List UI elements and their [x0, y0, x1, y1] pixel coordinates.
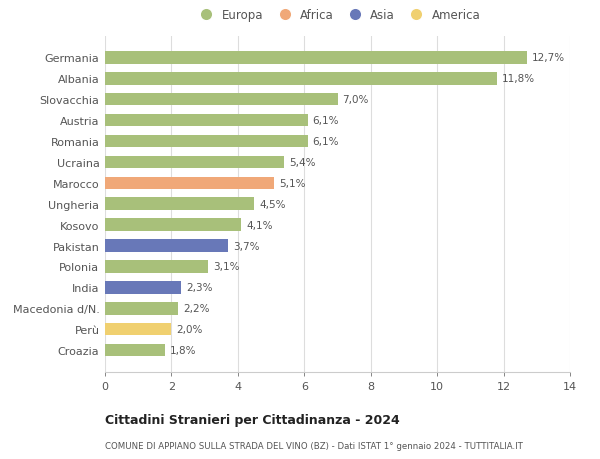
Text: 5,4%: 5,4%	[289, 157, 316, 168]
Text: 1,8%: 1,8%	[170, 345, 196, 355]
Bar	[105, 302, 178, 315]
Bar	[105, 198, 254, 211]
Text: COMUNE DI APPIANO SULLA STRADA DEL VINO (BZ) - Dati ISTAT 1° gennaio 2024 - TUTT: COMUNE DI APPIANO SULLA STRADA DEL VINO …	[105, 441, 523, 450]
Text: 2,2%: 2,2%	[183, 303, 209, 313]
Bar	[105, 115, 308, 127]
Text: 12,7%: 12,7%	[532, 53, 565, 63]
Text: 3,1%: 3,1%	[213, 262, 239, 272]
Text: Cittadini Stranieri per Cittadinanza - 2024: Cittadini Stranieri per Cittadinanza - 2…	[105, 413, 400, 426]
Bar	[105, 219, 241, 231]
Legend: Europa, Africa, Asia, America: Europa, Africa, Asia, America	[194, 9, 481, 22]
Text: 7,0%: 7,0%	[343, 95, 369, 105]
Bar	[105, 261, 208, 273]
Text: 6,1%: 6,1%	[313, 137, 339, 147]
Bar	[105, 135, 308, 148]
Text: 4,5%: 4,5%	[259, 199, 286, 209]
Bar	[105, 281, 181, 294]
Bar	[105, 323, 172, 336]
Bar	[105, 344, 165, 357]
Text: 4,1%: 4,1%	[246, 220, 272, 230]
Text: 5,1%: 5,1%	[280, 179, 306, 188]
Text: 6,1%: 6,1%	[313, 116, 339, 126]
Text: 3,7%: 3,7%	[233, 241, 259, 251]
Text: 11,8%: 11,8%	[502, 74, 535, 84]
Bar	[105, 52, 527, 64]
Bar	[105, 240, 228, 252]
Text: 2,0%: 2,0%	[176, 325, 203, 335]
Bar	[105, 73, 497, 85]
Bar	[105, 94, 337, 106]
Bar	[105, 156, 284, 169]
Bar	[105, 177, 274, 190]
Text: 2,3%: 2,3%	[187, 283, 213, 293]
